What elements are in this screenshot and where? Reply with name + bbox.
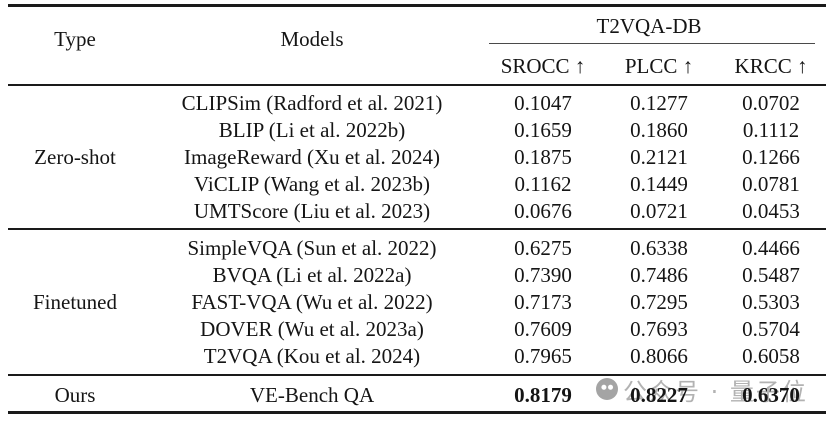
krcc-value: 0.4466 [742, 236, 800, 260]
table-row: FAST-VQA (Wu et al. 2022) 0.7173 0.7295 … [0, 289, 832, 316]
srocc-value: 0.7390 [514, 263, 572, 287]
srocc-value: 0.7609 [514, 317, 572, 341]
krcc-value: 0.1112 [742, 118, 800, 142]
model-name: T2VQA (Kou et al. 2024) [203, 344, 421, 368]
table-row: BLIP (Li et al. 2022b) 0.1659 0.1860 0.1… [0, 117, 832, 144]
table-row: ImageReward (Xu et al. 2024) 0.1875 0.21… [0, 144, 832, 171]
table-row: CLIPSim (Radford et al. 2021) 0.1047 0.1… [0, 90, 832, 117]
column-header-srocc: SROCC ↑ [500, 54, 586, 78]
ours-divider-rule [8, 374, 826, 376]
wechat-icon [596, 378, 618, 400]
section-divider-rule [8, 228, 826, 230]
krcc-value: 0.1266 [742, 145, 800, 169]
table-row: BVQA (Li et al. 2022a) 0.7390 0.7486 0.5… [0, 262, 832, 289]
table-row: T2VQA (Kou et al. 2024) 0.7965 0.8066 0.… [0, 343, 832, 370]
table-row: SimpleVQA (Sun et al. 2022) 0.6275 0.633… [0, 235, 832, 262]
column-header-models: Models [280, 27, 344, 51]
srocc-value: 0.7965 [514, 344, 572, 368]
model-name: BLIP (Li et al. 2022b) [218, 118, 406, 142]
group-underline-rule [489, 43, 815, 44]
header-rule [8, 84, 826, 86]
plcc-value: 0.7295 [630, 290, 688, 314]
plcc-value: 0.2121 [630, 145, 688, 169]
model-name: ViCLIP (Wang et al. 2023b) [194, 172, 430, 196]
column-header-krcc: KRCC ↑ [734, 54, 808, 78]
krcc-value: 0.5704 [742, 317, 800, 341]
model-name: VE-Bench QA [249, 383, 375, 407]
plcc-value: 0.7693 [630, 317, 688, 341]
plcc-value: 0.1449 [630, 172, 688, 196]
bottom-rule [8, 411, 826, 414]
table-row: ViCLIP (Wang et al. 2023b) 0.1162 0.1449… [0, 171, 832, 198]
section-label-ours: Ours [54, 383, 96, 407]
krcc-value: 0.0453 [742, 199, 800, 223]
column-header-type: Type [54, 27, 96, 51]
srocc-value: 0.1659 [514, 118, 572, 142]
srocc-value: 0.8179 [514, 383, 572, 407]
krcc-value: 0.5303 [742, 290, 800, 314]
srocc-value: 0.7173 [514, 290, 572, 314]
krcc-value: 0.6058 [742, 344, 800, 368]
model-name: SimpleVQA (Sun et al. 2022) [187, 236, 437, 260]
srocc-value: 0.0676 [514, 199, 572, 223]
plcc-value: 0.0721 [630, 199, 688, 223]
table-row: UMTScore (Liu et al. 2023) 0.0676 0.0721… [0, 198, 832, 225]
model-name: DOVER (Wu et al. 2023a) [200, 317, 424, 341]
watermark-text: 公众号 · 量子位 [623, 377, 808, 406]
section-label-zero-shot: Zero-shot [34, 145, 116, 169]
top-rule [8, 4, 826, 7]
srocc-value: 0.6275 [514, 236, 572, 260]
srocc-value: 0.1875 [514, 145, 572, 169]
model-name: CLIPSim (Radford et al. 2021) [181, 91, 443, 115]
srocc-value: 0.1047 [514, 91, 572, 115]
plcc-value: 0.8066 [630, 344, 688, 368]
model-name: ImageReward (Xu et al. 2024) [184, 145, 440, 169]
table-row-ours: VE-Bench QA 0.8179 0.8227 0.6370 [0, 382, 832, 409]
krcc-value: 0.0702 [742, 91, 800, 115]
column-header-plcc: PLCC ↑ [624, 54, 694, 78]
plcc-value: 0.1277 [630, 91, 688, 115]
krcc-value: 0.5487 [742, 263, 800, 287]
column-group-header: T2VQA-DB [596, 14, 702, 38]
table-row: DOVER (Wu et al. 2023a) 0.7609 0.7693 0.… [0, 316, 832, 343]
plcc-value: 0.7486 [630, 263, 688, 287]
krcc-value: 0.6370 [742, 383, 800, 407]
model-name: FAST-VQA (Wu et al. 2022) [191, 290, 433, 314]
plcc-value: 0.6338 [630, 236, 688, 260]
plcc-value: 0.8227 [630, 383, 688, 407]
srocc-value: 0.1162 [514, 172, 572, 196]
section-label-finetuned: Finetuned [33, 290, 117, 314]
model-name: UMTScore (Liu et al. 2023) [193, 199, 431, 223]
krcc-value: 0.0781 [742, 172, 800, 196]
watermark: 公众号 · 量子位 [596, 374, 808, 406]
plcc-value: 0.1860 [630, 118, 688, 142]
model-name: BVQA (Li et al. 2022a) [212, 263, 412, 287]
